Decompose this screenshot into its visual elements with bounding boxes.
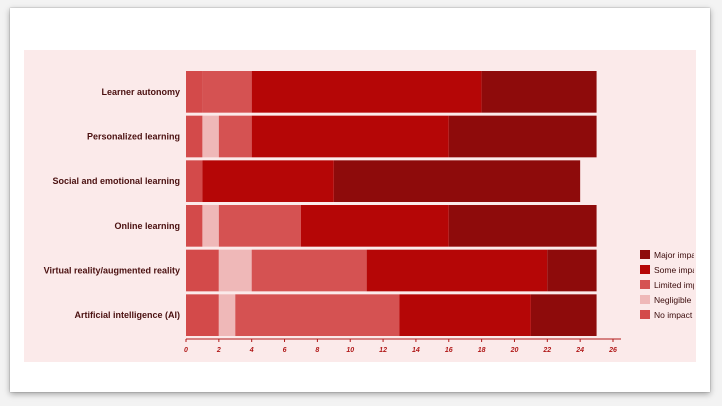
chart-card: Learner autonomy Personalized learning Soc… [10, 8, 710, 392]
bar-segment [186, 249, 219, 292]
bar-segment [186, 294, 219, 336]
legend-label: Limited impact [654, 280, 694, 290]
x-tick-label: 22 [542, 347, 551, 354]
x-tick-label: 4 [249, 347, 254, 354]
category-label: Artificial intelligence (AI) [74, 310, 180, 320]
bar-segment [235, 294, 400, 336]
x-tick-label: 6 [283, 347, 287, 354]
stacked-bar-chart: Learner autonomy Personalized learning Soc… [44, 70, 694, 354]
bar-segment [251, 115, 449, 158]
x-tick-label: 12 [379, 347, 387, 354]
x-tick-label: 18 [478, 347, 486, 354]
bar-segment [186, 160, 203, 202]
bar-segment [186, 205, 203, 247]
bar-segment [448, 205, 597, 247]
bar-segment [218, 249, 252, 292]
bar-segment [218, 115, 252, 158]
bar-segment [186, 71, 203, 113]
chart-panel: Learner autonomy Personalized learning Soc… [24, 50, 696, 362]
bar-segment [333, 160, 581, 202]
bar-segment [448, 115, 597, 158]
x-tick-label: 26 [608, 347, 617, 354]
bar-segment [186, 115, 203, 158]
legend-swatch [640, 280, 650, 289]
x-tick-label: 8 [315, 347, 319, 354]
category-label: Virtual reality/augmented reality [44, 266, 180, 276]
bar-segment [202, 71, 252, 113]
bar-segment [300, 205, 449, 247]
legend-label: Negligible impact [654, 295, 694, 305]
x-tick-label: 20 [510, 347, 519, 354]
bar-segment [202, 115, 219, 158]
bar-segment [202, 160, 334, 202]
x-tick-label: 10 [346, 347, 354, 354]
bar-segment [366, 249, 548, 292]
bar-segment [251, 71, 482, 113]
legend-swatch [640, 295, 650, 304]
category-label: Online learning [114, 221, 180, 231]
bar-segment [547, 249, 597, 292]
legend-swatch [640, 265, 650, 274]
category-label: Personalized learning [87, 132, 180, 142]
bar-segment [530, 294, 597, 336]
legend-label: Major impact [654, 250, 694, 260]
plot-area [186, 70, 613, 338]
legend-label: Some impact [654, 265, 694, 275]
bar-segment [202, 205, 219, 247]
legend-swatch [640, 250, 650, 259]
bar-segment [481, 71, 597, 113]
x-tick-label: 14 [412, 347, 420, 354]
x-tick-label: 16 [445, 347, 453, 354]
bar-segment [251, 249, 367, 292]
bar-segment [399, 294, 531, 336]
bar-segment [218, 294, 236, 336]
category-label: Social and emotional learning [52, 176, 180, 186]
x-tick-label: 2 [216, 347, 221, 354]
category-label: Learner autonomy [101, 87, 180, 97]
x-tick-label: 24 [575, 347, 584, 354]
x-tick-label: 0 [184, 347, 188, 354]
legend-swatch [640, 310, 650, 319]
legend-label: No impact [654, 310, 693, 320]
bar-segment [218, 205, 301, 247]
